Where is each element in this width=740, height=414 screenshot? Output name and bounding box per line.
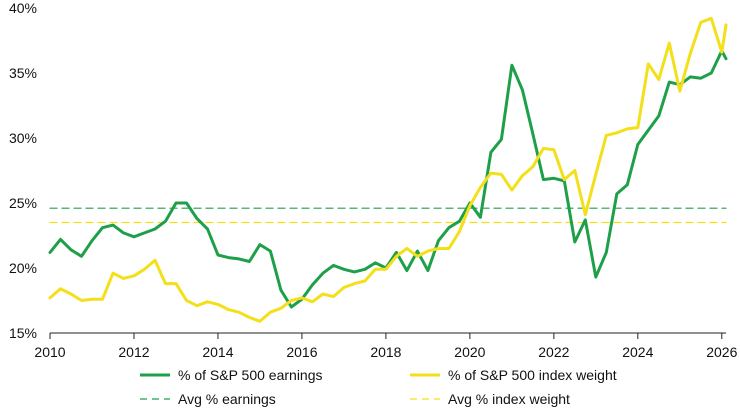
- series-lines: [48, 16, 728, 323]
- series-line-of-s-p-500-earnings: [48, 49, 728, 309]
- x-tick-label: 2012: [118, 344, 149, 360]
- x-tick-label: 2022: [538, 344, 569, 360]
- x-tick-label: 2010: [34, 344, 65, 360]
- y-tick-label: 25%: [9, 195, 37, 211]
- x-tick-label: 2016: [286, 344, 317, 360]
- legend-label: Avg % earnings: [178, 391, 276, 407]
- average-lines: [49, 207, 727, 224]
- y-tick-label: 30%: [9, 130, 37, 146]
- x-tick-label: 2020: [454, 344, 485, 360]
- legend-label: % of S&P 500 index weight: [448, 367, 617, 383]
- legend-label: % of S&P 500 earnings: [178, 367, 323, 383]
- y-tick-label: 20%: [9, 260, 37, 276]
- legend-label: Avg % index weight: [448, 391, 570, 407]
- x-tick-label: 2024: [622, 344, 653, 360]
- x-tick-label: 2026: [706, 344, 737, 360]
- legend: % of S&P 500 earnings % of S&P 500 index …: [140, 367, 617, 407]
- y-axis-ticks: 15% 20% 25% 30% 35% 40%: [9, 0, 37, 341]
- x-tick-label: 2014: [202, 344, 233, 360]
- x-tick-label: 2018: [370, 344, 401, 360]
- series-line-of-s-p-500-index-weight: [48, 16, 728, 323]
- x-axis-ticks: 2010 2012 2014 2016 2018 2020 2022 2024 2026: [34, 333, 738, 360]
- y-tick-label: 15%: [9, 325, 37, 341]
- y-tick-label: 40%: [9, 0, 37, 16]
- y-tick-label: 35%: [9, 65, 37, 81]
